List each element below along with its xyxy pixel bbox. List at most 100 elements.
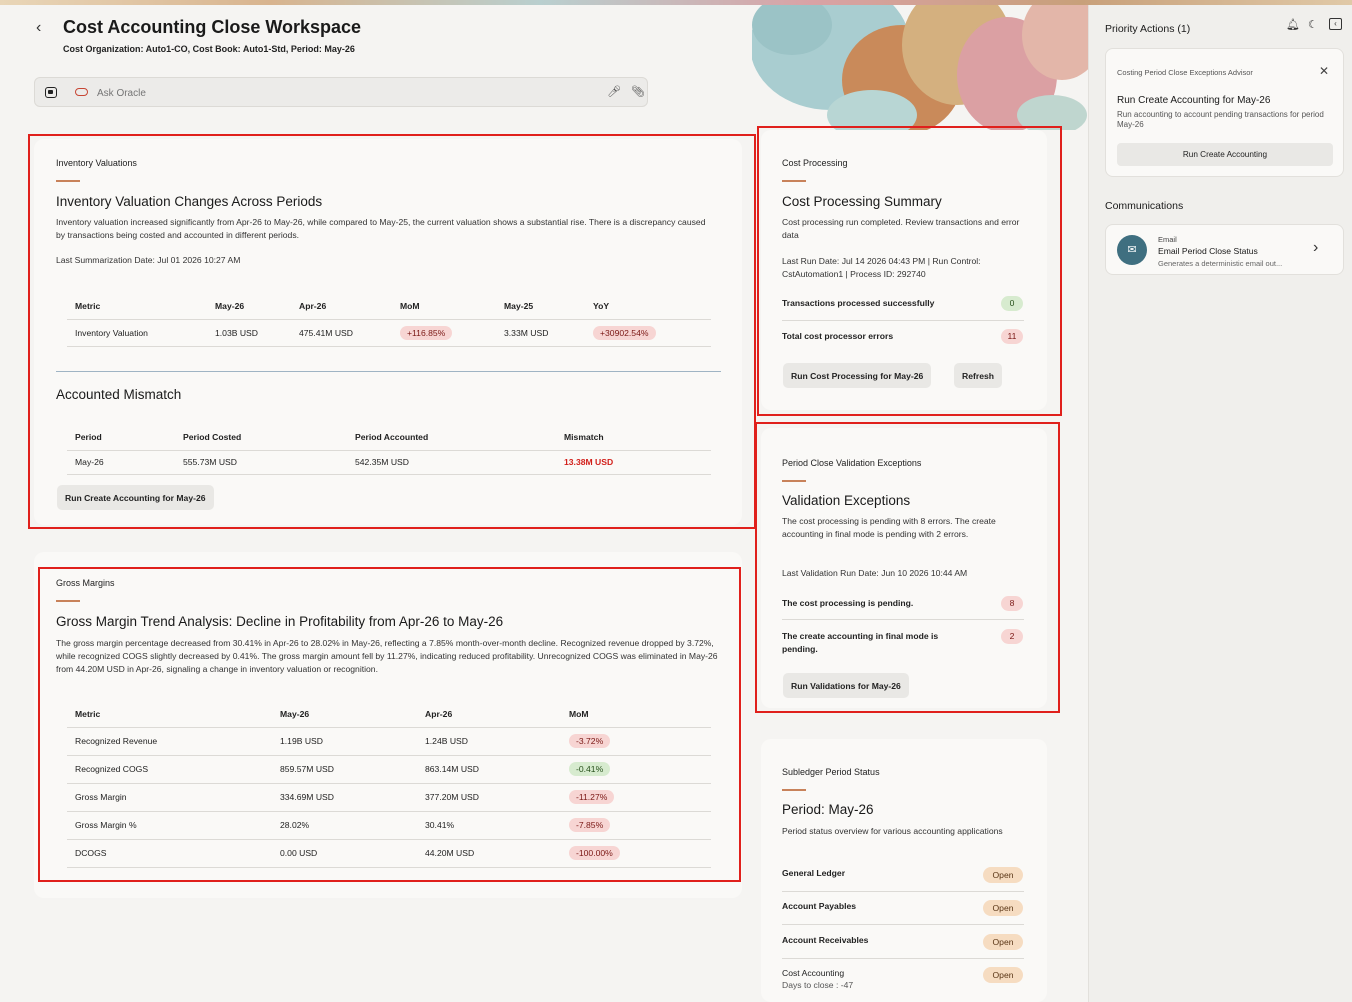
mom-cell: -7.85% (561, 811, 711, 840)
metric-cell: Recognized Revenue (67, 727, 272, 756)
chevron-right-icon: › (1313, 239, 1319, 256)
run-info: Last Run Date: Jul 14 2026 04:43 PM | Ru… (782, 256, 981, 279)
card-description: Inventory valuation increased significan… (56, 217, 706, 240)
run-create-accounting-action-button[interactable]: Run Create Accounting (1117, 143, 1333, 166)
section-rule (56, 180, 80, 182)
cost-processing-card: Cost Processing Cost Processing Summary … (761, 130, 1047, 410)
run-cost-processing-button[interactable]: Run Cost Processing for May-26 (783, 363, 932, 388)
column-header: MoM (392, 293, 496, 320)
mom-cell: +116.85% (392, 319, 496, 347)
column-header: May-26 (207, 293, 291, 320)
row-divider (782, 924, 1024, 925)
value-cell: 377.20M USD (417, 783, 561, 812)
column-header: MoM (561, 701, 711, 728)
value-cell: 1.19B USD (272, 727, 417, 756)
value-cell: 1.24B USD (417, 727, 561, 756)
section-rule (782, 789, 806, 791)
communication-item[interactable]: ✉ Email Email Period Close Status Genera… (1105, 224, 1344, 275)
communication-description: Generates a deterministic email out... (1158, 259, 1283, 268)
ask-oracle-input[interactable] (97, 84, 577, 102)
value-cell: 28.02% (272, 811, 417, 840)
panel-collapse-icon[interactable]: ‹ (1329, 18, 1342, 30)
column-header: May-26 (272, 701, 417, 728)
section-label: Inventory Valuations (56, 158, 137, 168)
table-row: May-26 555.73M USD 542.35M USD 13.38M US… (67, 450, 711, 475)
change-badge: -11.27% (569, 790, 615, 804)
value-cell: 555.73M USD (175, 450, 347, 475)
value-cell: 334.69M USD (272, 783, 417, 812)
card-description: The cost processing is pending with 8 er… (782, 516, 996, 539)
section-label: Period Close Validation Exceptions (782, 458, 922, 468)
moon-icon[interactable]: ☾ (1308, 19, 1318, 31)
card-description: Period status overview for various accou… (782, 826, 1003, 836)
card-title: Period: May-26 (782, 802, 874, 817)
back-button[interactable]: ‹ (36, 20, 52, 36)
communication-title: Email Period Close Status (1158, 246, 1258, 256)
value-cell: 30.41% (417, 811, 561, 840)
right-panel: Priority Actions (1) 🔔︎ ☾ ‹ Costing Peri… (1088, 5, 1352, 1002)
table-row: DCOGS 0.00 USD 44.20M USD -100.00% (67, 839, 711, 868)
run-create-accounting-button[interactable]: Run Create Accounting for May-26 (57, 485, 214, 510)
value-cell: 44.20M USD (417, 839, 561, 868)
card-description: Cost processing run completed. Review tr… (782, 217, 1020, 240)
subledger-name: Account Payables (782, 901, 857, 911)
subledger-name: General Ledger (782, 868, 846, 878)
change-badge: -100.00% (569, 846, 620, 860)
assistant-icon[interactable] (45, 87, 57, 98)
status-badge: Open (983, 900, 1023, 916)
close-icon[interactable]: ✕ (1319, 64, 1330, 78)
table-row: Gross Margin % 28.02% 30.41% -7.85% (67, 811, 711, 840)
column-header: Period Accounted (347, 424, 556, 451)
metric-cell: DCOGS (67, 839, 272, 868)
card-title: Cost Processing Summary (782, 194, 942, 209)
table-row: Inventory Valuation 1.03B USD 475.41M US… (67, 319, 711, 347)
last-summarization: Last Summarization Date: Jul 01 2026 10:… (56, 255, 241, 265)
value-cell: 0.00 USD (272, 839, 417, 868)
refresh-button[interactable]: Refresh (954, 363, 1002, 388)
metric-cell: Gross Margin % (67, 811, 272, 840)
success-label: Transactions processed successfully (782, 298, 935, 308)
column-header: Mismatch (556, 424, 711, 451)
metric-cell: Inventory Valuation (67, 319, 207, 347)
card-title: Gross Margin Trend Analysis: Decline in … (56, 614, 504, 629)
mom-cell: -3.72% (561, 727, 711, 756)
table-row: Gross Margin 334.69M USD 377.20M USD -11… (67, 783, 711, 812)
paperclip-icon[interactable]: 📎︎ (631, 86, 645, 98)
value-cell: 859.57M USD (272, 755, 417, 784)
mail-icon: ✉ (1117, 235, 1147, 265)
page-title: Cost Accounting Close Workspace (63, 17, 362, 37)
gross-margin-table: Metric May-26 Apr-26 MoM Recognized Reve… (67, 701, 711, 868)
mismatch-title: Accounted Mismatch (56, 387, 182, 402)
row-divider (782, 320, 1024, 321)
column-header: Apr-26 (417, 701, 561, 728)
mismatch-value: 13.38M USD (556, 450, 711, 475)
ask-oracle-bar: 🎤︎ 📎︎ (34, 77, 648, 107)
card-title: Validation Exceptions (782, 493, 911, 508)
priority-actions-title: Priority Actions (1) (1105, 23, 1191, 35)
column-header: Apr-26 (291, 293, 392, 320)
action-description: Run accounting to account pending transa… (1117, 110, 1324, 129)
error-label: Total cost processor errors (782, 331, 894, 341)
run-validations-button[interactable]: Run Validations for May-26 (783, 673, 909, 698)
period-cell: May-26 (67, 450, 175, 475)
value-cell: 3.33M USD (496, 319, 585, 347)
communication-type: Email (1158, 235, 1177, 244)
value-cell: 863.14M USD (417, 755, 561, 784)
card-title: Inventory Valuation Changes Across Perio… (56, 194, 323, 209)
mom-cell: -100.00% (561, 839, 711, 868)
exception-item: The create accounting in final mode is p… (782, 631, 939, 654)
chevron-left-icon: ‹ (36, 19, 42, 36)
change-badge: +30902.54% (593, 325, 656, 340)
metric-cell: Recognized COGS (67, 755, 272, 784)
section-rule (782, 480, 806, 482)
inventory-table: Metric May-26 Apr-26 MoM May-25 YoY Inve… (67, 293, 711, 347)
exception-item: The cost processing is pending. (782, 598, 914, 608)
gross-margins-card: Gross Margins Gross Margin Trend Analysi… (34, 552, 742, 898)
bell-icon[interactable]: 🔔︎ (1286, 19, 1300, 31)
change-badge: +116.85% (400, 325, 453, 340)
microphone-icon[interactable]: 🎤︎ (607, 86, 621, 98)
section-label: Cost Processing (782, 158, 848, 168)
metric-cell: Gross Margin (67, 783, 272, 812)
validation-exceptions-card: Period Close Validation Exceptions Valid… (761, 428, 1047, 708)
table-row: Recognized COGS 859.57M USD 863.14M USD … (67, 755, 711, 784)
